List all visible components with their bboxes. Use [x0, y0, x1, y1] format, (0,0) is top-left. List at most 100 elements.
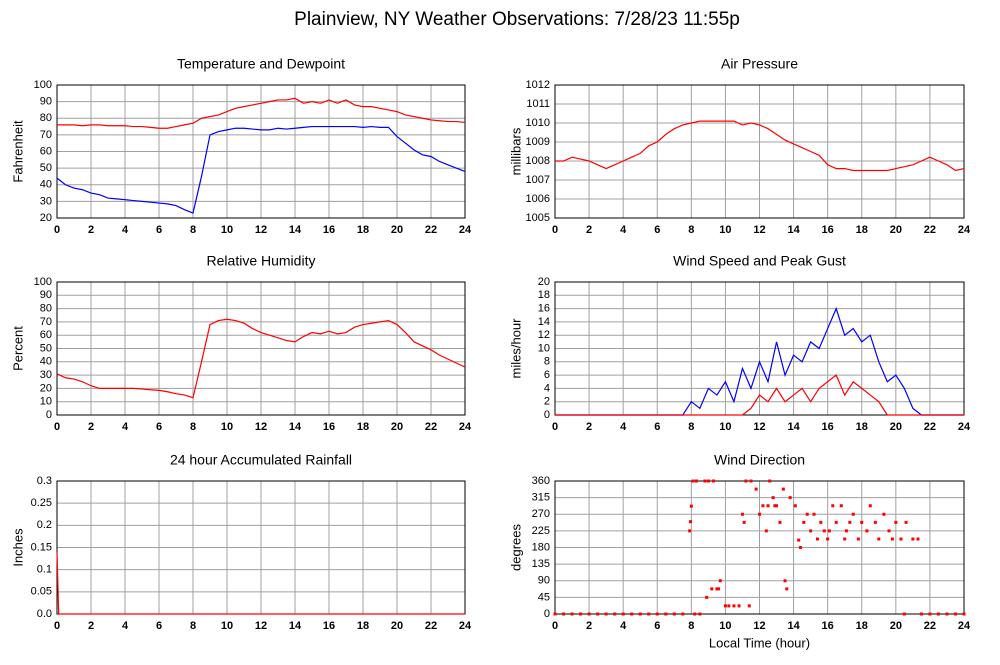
x-tick-label: 20	[391, 224, 403, 236]
y-tick-label: 1008	[526, 155, 550, 167]
data-point	[587, 612, 591, 616]
data-point	[655, 612, 659, 616]
x-tick-label: 14	[787, 421, 800, 433]
x-tick-label: 4	[620, 224, 627, 236]
x-tick-label: 22	[425, 421, 437, 433]
data-point	[638, 612, 642, 616]
x-tick-label: 18	[357, 620, 369, 632]
x-tick-label: 2	[586, 620, 592, 632]
data-point	[834, 520, 838, 524]
x-tick-label: 18	[856, 620, 868, 632]
data-point	[737, 604, 741, 608]
x-tick-label: 0	[552, 421, 558, 433]
y-tick-label: 90	[40, 289, 52, 301]
x-tick-label: 4	[122, 224, 129, 236]
data-point	[843, 537, 847, 541]
y-tick-label: 1007	[526, 174, 550, 186]
data-point	[809, 529, 813, 533]
data-point	[717, 587, 721, 591]
data-point	[839, 504, 843, 508]
x-tick-label: 0	[552, 620, 558, 632]
data-point	[827, 529, 831, 533]
data-point	[797, 538, 801, 542]
data-point	[831, 504, 835, 508]
y-tick-label: 100	[34, 276, 52, 288]
data-point	[705, 595, 709, 599]
y-tick-label: 60	[40, 145, 52, 157]
x-tick-label: 6	[156, 224, 162, 236]
data-point	[740, 512, 744, 516]
figure-title: Plainview, NY Weather Observations: 7/28…	[294, 9, 740, 30]
x-tick-label: 12	[255, 224, 267, 236]
x-tick-label: 16	[323, 620, 335, 632]
chart-title: 24 hour Accumulated Rainfall	[170, 452, 352, 468]
x-tick-label: 14	[787, 224, 800, 236]
data-point	[681, 612, 685, 616]
x-tick-label: 24	[958, 224, 971, 236]
data-point	[604, 612, 608, 616]
data-point	[579, 612, 583, 616]
x-tick-label: 0	[552, 224, 558, 236]
x-tick-label: 22	[924, 224, 936, 236]
y-tick-label: 18	[538, 289, 550, 301]
y-tick-label: 100	[34, 79, 52, 91]
y-tick-label: 6	[544, 369, 550, 381]
x-tick-label: 12	[753, 421, 765, 433]
y-tick-label: 1006	[526, 193, 550, 205]
x-tick-label: 14	[289, 224, 302, 236]
x-tick-label: 8	[688, 421, 694, 433]
data-point	[754, 487, 758, 491]
data-point	[865, 529, 869, 533]
x-tick-label: 10	[719, 620, 731, 632]
data-point	[868, 504, 872, 508]
x-tick-label: 10	[719, 421, 731, 433]
data-point	[953, 612, 957, 616]
data-point	[822, 529, 826, 533]
data-point	[570, 612, 574, 616]
y-tick-label: 40	[40, 356, 52, 368]
data-point	[698, 612, 702, 616]
x-tick-label: 14	[787, 620, 800, 632]
x-tick-label: 16	[822, 421, 834, 433]
x-tick-label: 2	[88, 421, 94, 433]
data-point	[793, 504, 797, 508]
x-axis-label: Local Time (hour)	[709, 635, 810, 650]
y-tick-label: 30	[40, 195, 52, 207]
data-point	[904, 520, 908, 524]
x-tick-label: 8	[190, 224, 196, 236]
x-tick-label: 8	[688, 224, 694, 236]
data-line	[555, 374, 964, 416]
data-line	[555, 120, 965, 172]
x-tick-label: 6	[654, 620, 660, 632]
x-tick-label: 4	[620, 421, 627, 433]
data-point	[768, 479, 772, 483]
chart-title: Temperature and Dewpoint	[177, 56, 345, 72]
data-point	[630, 612, 634, 616]
data-point	[727, 604, 731, 608]
data-point	[899, 537, 903, 541]
x-tick-label: 16	[822, 620, 834, 632]
plot-frame	[554, 84, 965, 219]
y-axis-label: miles/hour	[508, 318, 523, 379]
data-point	[691, 479, 695, 483]
data-point	[693, 612, 697, 616]
data-point	[688, 520, 692, 524]
data-point	[718, 579, 722, 583]
y-tick-label: 16	[538, 303, 550, 315]
chart-title: Wind Speed and Peak Gust	[673, 253, 846, 269]
data-point	[703, 479, 707, 483]
y-tick-label: 225	[532, 525, 550, 537]
x-tick-label: 4	[620, 620, 627, 632]
y-tick-label: 180	[532, 541, 550, 553]
data-point	[890, 537, 894, 541]
data-point	[877, 537, 881, 541]
y-tick-label: 0	[544, 409, 550, 421]
data-point	[919, 612, 923, 616]
x-tick-label: 6	[156, 620, 162, 632]
data-point	[723, 604, 727, 608]
data-point	[882, 512, 886, 516]
plot-frame	[554, 480, 965, 615]
y-axis-label: Fahrenheit	[10, 120, 25, 183]
